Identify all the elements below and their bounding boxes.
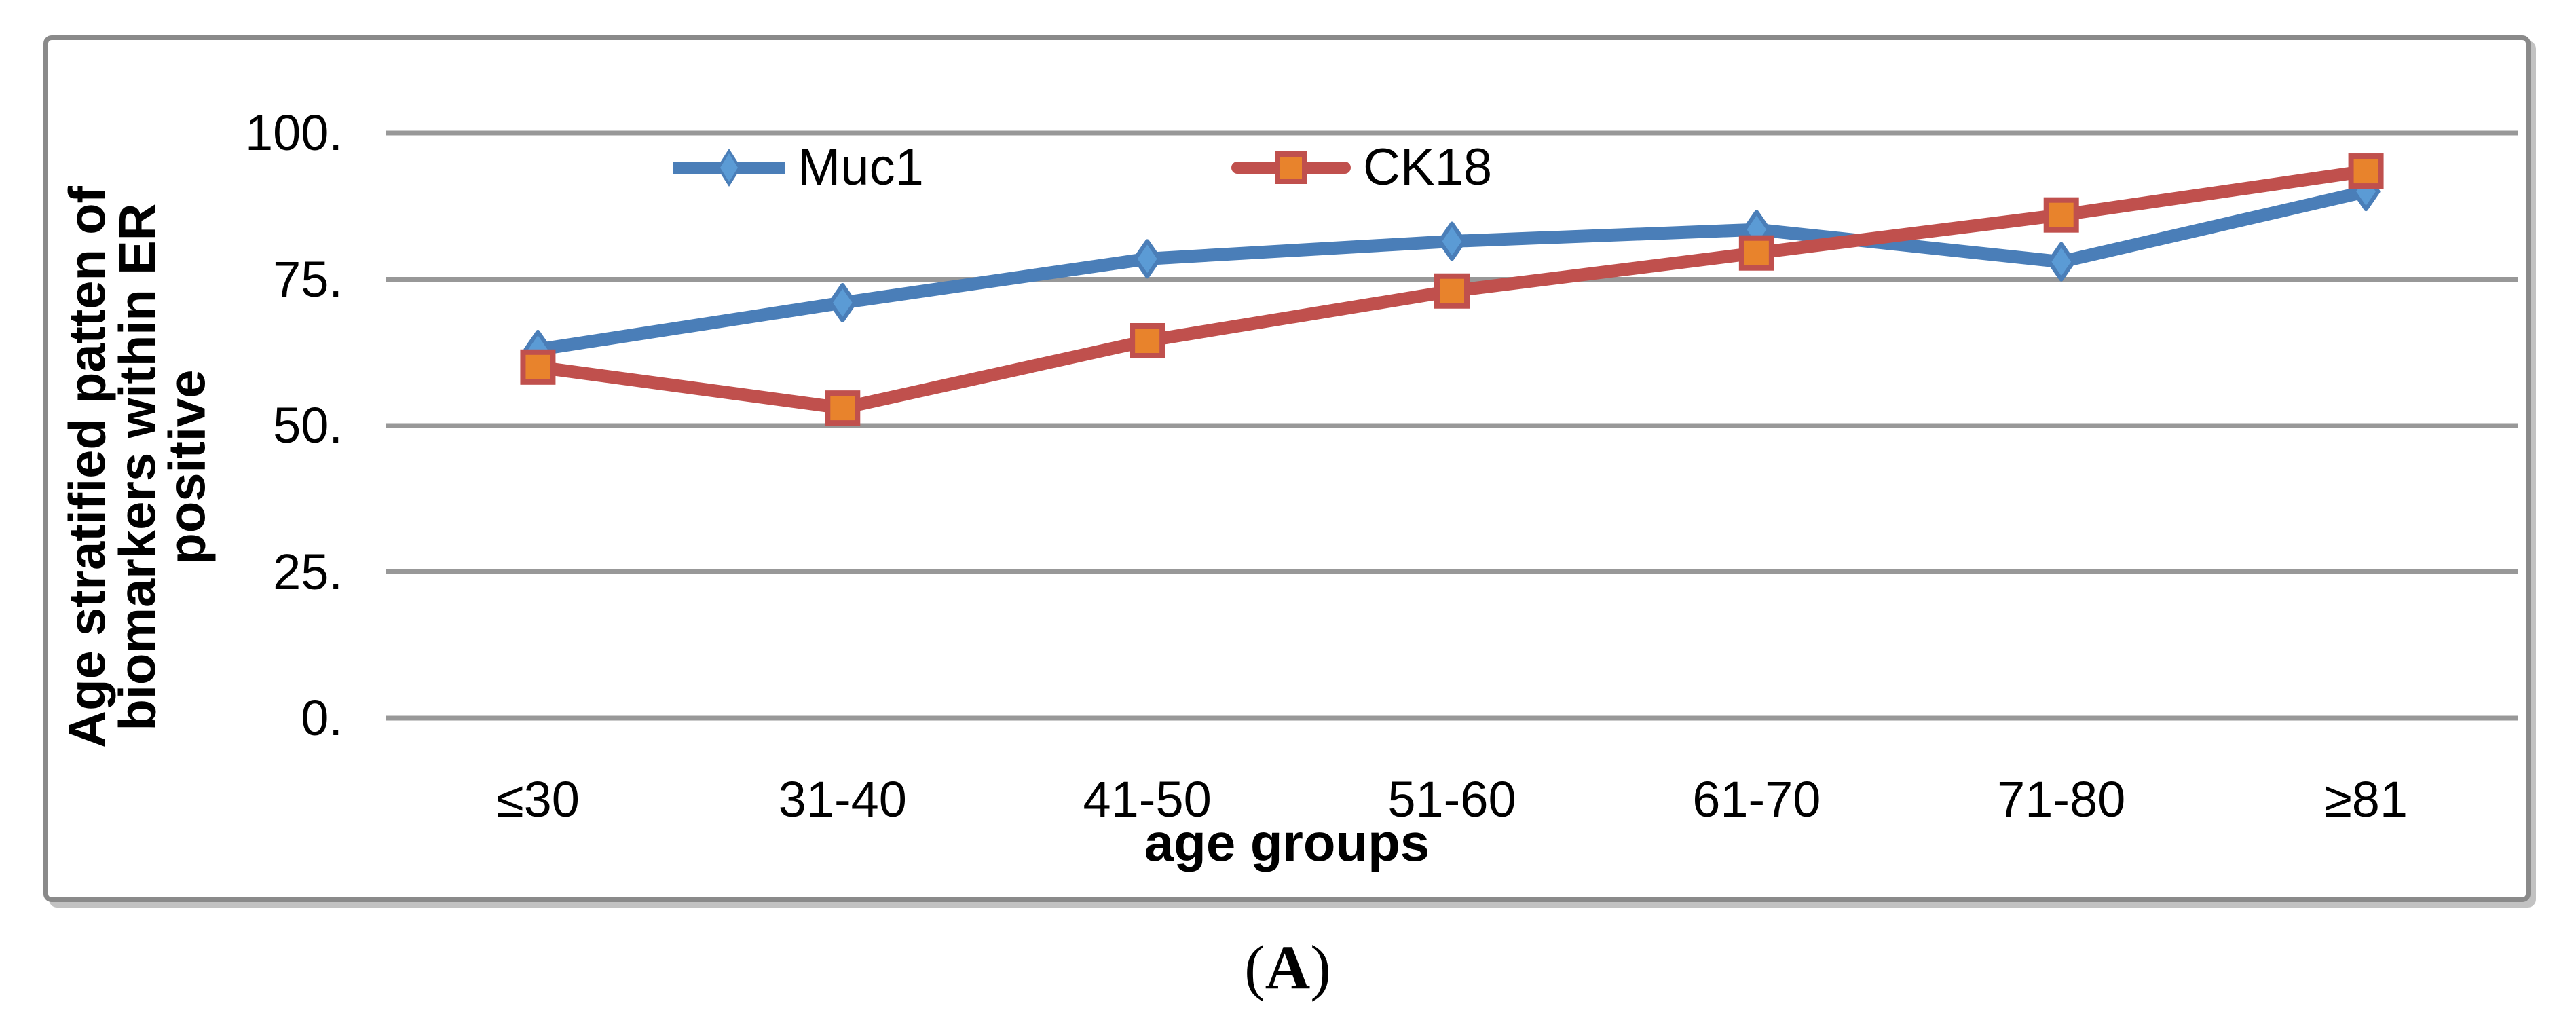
x-tick-label-4: 61-70 [1692, 771, 1821, 827]
x-axis-title: age groups [1144, 813, 1430, 872]
legend-item-muc1: Muc1 [673, 135, 924, 200]
figure-caption: (A) [1244, 933, 1331, 1002]
x-tick-label-5: 71-80 [1997, 771, 2126, 827]
x-tick-label-3: 51-60 [1387, 771, 1516, 827]
x-tick-label-0: ≤30 [496, 771, 580, 827]
ck18-legend-line [1231, 151, 1351, 184]
muc1-legend-line [673, 149, 785, 187]
legend-label-muc1: Muc1 [798, 138, 924, 196]
diamond-marker-icon [717, 149, 741, 187]
x-tick-label-2: 41-50 [1083, 771, 1212, 827]
legend-item-ck18: CK18 [1231, 135, 1492, 200]
square-marker-icon [1275, 151, 1307, 184]
x-tick-label-1: 31-40 [778, 771, 907, 827]
y-tick-label-0: 0. [301, 690, 343, 746]
y-tick-label-100: 100. [244, 105, 343, 161]
y-tick-label-75: 75. [273, 250, 343, 307]
y-tick-label-25: 25. [273, 543, 343, 600]
legend-label-ck18: CK18 [1363, 138, 1493, 196]
y-tick-label-50: 50. [273, 397, 343, 453]
x-tick-label-6: ≥81 [2324, 771, 2408, 827]
